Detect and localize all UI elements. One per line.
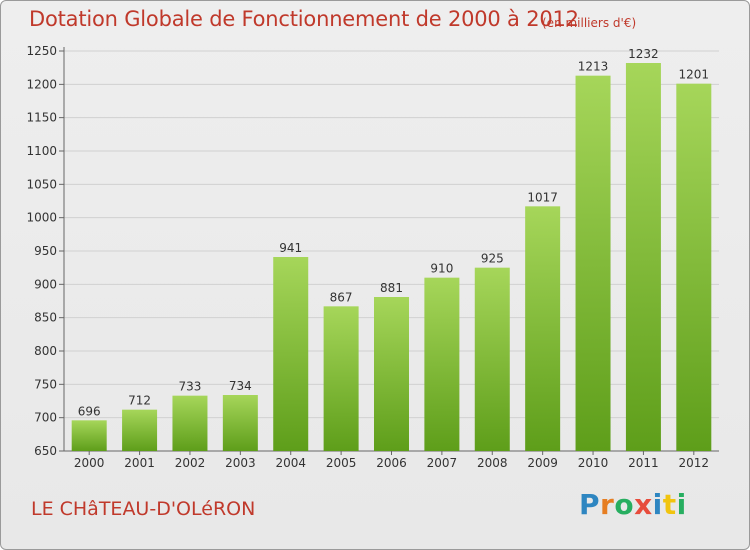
data-label: 925 xyxy=(481,252,504,266)
bar xyxy=(71,420,107,451)
data-label: 734 xyxy=(229,379,252,393)
x-tick-label: 2006 xyxy=(376,456,407,470)
x-tick-label: 2002 xyxy=(175,456,206,470)
data-label: 1213 xyxy=(578,60,609,74)
data-label: 941 xyxy=(279,241,302,255)
proxiti-logo[interactable]: Proxiti xyxy=(579,488,687,521)
y-tick-label: 1100 xyxy=(26,144,57,158)
bar xyxy=(273,257,309,451)
x-tick-label: 2009 xyxy=(527,456,558,470)
data-label: 1017 xyxy=(527,190,558,204)
bar xyxy=(122,409,158,451)
bar xyxy=(525,206,561,451)
y-tick-label: 950 xyxy=(34,244,57,258)
brand-letter: i xyxy=(676,488,687,521)
x-tick-label: 2008 xyxy=(477,456,508,470)
commune-name: LE CHâTEAU-D'OLéRON xyxy=(31,498,256,520)
data-label: 712 xyxy=(128,394,151,408)
data-label: 910 xyxy=(430,262,453,276)
y-tick-label: 1000 xyxy=(26,211,57,225)
bar xyxy=(172,395,208,451)
data-label: 733 xyxy=(179,380,202,394)
data-label: 1232 xyxy=(628,47,659,61)
brand-letter: o xyxy=(614,488,635,521)
bars xyxy=(71,63,712,452)
x-tick-label: 2000 xyxy=(74,456,105,470)
bar xyxy=(222,395,258,451)
chart-subtitle: (en milliers d'€) xyxy=(542,16,637,30)
data-label: 867 xyxy=(330,290,353,304)
chart-title: Dotation Globale de Fonctionnement de 20… xyxy=(29,7,579,31)
y-tick-label: 1150 xyxy=(26,111,57,125)
y-tick-label: 1200 xyxy=(26,77,57,91)
y-tick-label: 800 xyxy=(34,344,57,358)
bar xyxy=(374,297,409,451)
x-tick-label: 2003 xyxy=(225,456,256,470)
labels: 650 700 750 800 850 900 950 1000 1050 1100 1150 120… xyxy=(26,44,709,470)
data-label: 696 xyxy=(78,404,101,418)
bar xyxy=(676,83,712,452)
x-tick-label: 2012 xyxy=(679,456,710,470)
y-tick-label: 1050 xyxy=(26,177,57,191)
x-tick-label: 2001 xyxy=(124,456,155,470)
y-tick-label: 850 xyxy=(34,311,57,325)
brand-letter: t xyxy=(662,488,677,521)
y-tick-label: 650 xyxy=(34,444,57,458)
brand-letter: P xyxy=(579,488,601,521)
data-label: 881 xyxy=(380,281,403,295)
y-tick-label: 900 xyxy=(34,277,57,291)
data-label: 1201 xyxy=(679,68,710,82)
y-tick-label: 1250 xyxy=(26,44,57,58)
x-tick-label: 2007 xyxy=(427,456,458,470)
x-tick-label: 2004 xyxy=(275,456,306,470)
y-tick-label: 700 xyxy=(34,411,57,425)
brand-letter: i xyxy=(652,488,663,521)
y-tick-label: 750 xyxy=(34,377,57,391)
bar xyxy=(625,63,661,451)
x-tick-label: 2005 xyxy=(326,456,357,470)
brand-letter: x xyxy=(634,488,653,521)
bar xyxy=(474,267,510,451)
x-tick-label: 2011 xyxy=(628,456,659,470)
bar xyxy=(575,75,611,452)
x-tick-label: 2010 xyxy=(578,456,609,470)
bar xyxy=(424,277,460,451)
bar xyxy=(323,306,359,451)
brand-letter: r xyxy=(600,488,615,521)
